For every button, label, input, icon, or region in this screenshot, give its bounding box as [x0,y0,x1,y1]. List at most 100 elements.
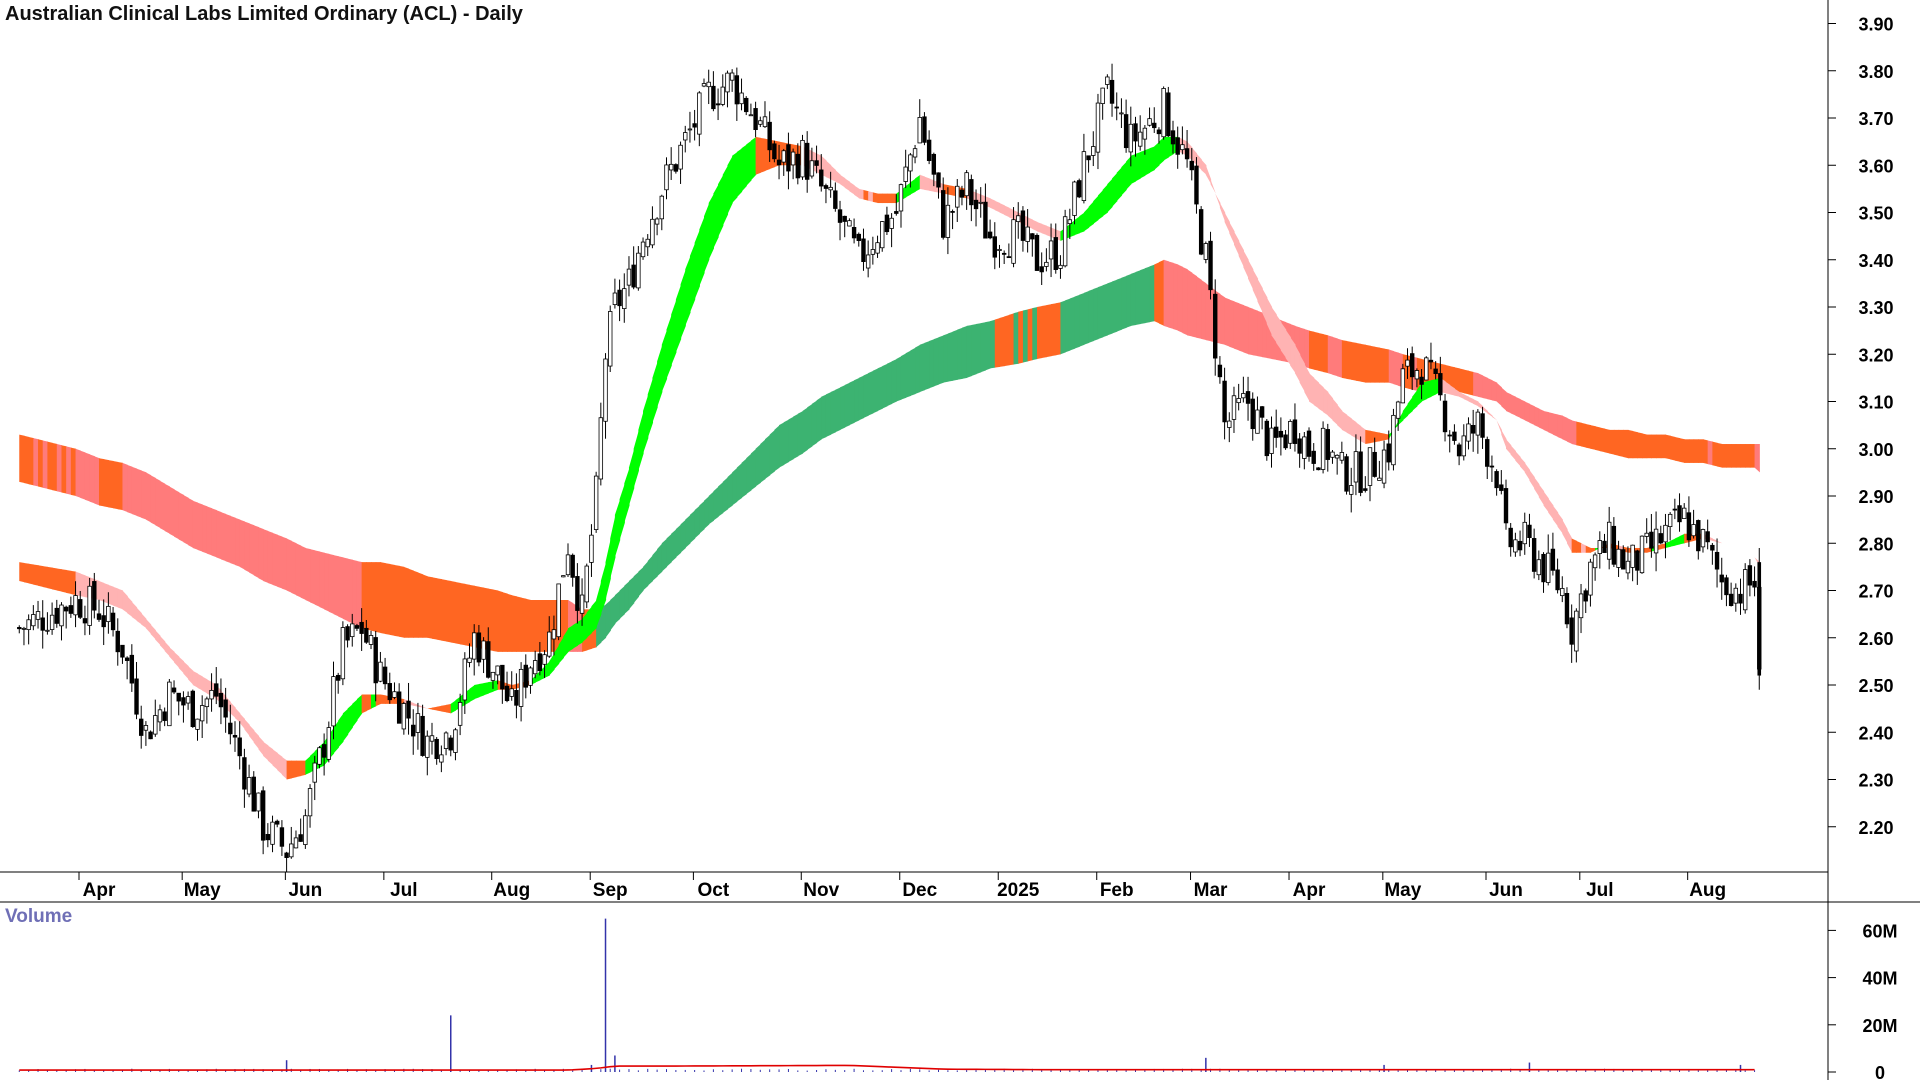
short-band-segment [666,314,672,379]
long-band-segment [1037,306,1043,359]
candle-body [720,86,725,105]
candle-body [579,594,585,614]
short-band-segment [23,562,30,584]
candle-body [1189,160,1194,171]
short-band-segment [253,730,260,750]
short-band-segment [1393,420,1399,430]
long-band-segment [507,593,513,652]
candle-body [828,186,833,191]
long-band-segment [666,533,672,567]
candle-body [1452,431,1457,441]
short-band-segment [600,562,607,615]
long-band-segment [52,442,58,492]
candle-body [246,777,252,795]
long-band-segment [356,560,363,629]
long-band-segment [1112,279,1118,334]
short-band-segment [164,641,170,657]
short-band-segment [661,329,668,393]
short-band-segment [1051,227,1057,239]
candle-body [148,731,153,740]
candle-body [776,159,782,166]
long-band-segment [1074,294,1080,349]
short-band-segment [99,581,105,602]
month-label: Oct [698,880,730,901]
long-band-segment [535,599,541,652]
short-band-segment [1552,505,1559,527]
candle-body [1522,521,1527,545]
long-band-segment [164,483,170,534]
long-band-segment [450,581,457,644]
long-band-segment [910,347,916,396]
long-band-segment [56,444,63,493]
long-band-segment [1562,415,1568,442]
long-band-segment [1365,344,1371,383]
long-band-segment [1609,429,1615,455]
candle-body [758,120,763,125]
long-band-segment [825,392,832,437]
long-band-segment [811,400,818,447]
candle-body [120,644,125,658]
candle-body [1625,560,1631,574]
long-band-segment [225,513,231,564]
long-band-segment [1102,283,1108,338]
candle-body [1733,587,1739,604]
candle-body [1667,513,1673,528]
short-band-segment [699,216,705,287]
short-band-segment [1027,217,1033,230]
long-band-segment [216,510,222,560]
candle-body [1447,434,1452,437]
long-band-segment [1548,412,1554,435]
long-band-segment [483,587,489,651]
long-band-segment [1083,290,1090,345]
short-band-segment [75,571,81,597]
long-band-segment [1219,294,1226,345]
candle-body [1170,130,1176,145]
candle-body [321,744,327,758]
short-band-segment [1416,382,1423,407]
candle-body [1161,88,1166,138]
candle-body [1508,527,1513,548]
candle-body [1597,540,1602,554]
long-band-segment [141,470,147,520]
candle-body [1325,429,1330,460]
short-band-segment [333,720,339,754]
candle-body [289,843,294,858]
long-band-segment [80,450,86,500]
candle-body [744,97,749,113]
price-tick-label: 2.60 [1858,629,1893,649]
short-band-segment [122,590,128,614]
long-band-segment [718,481,724,517]
long-band-segment [947,331,954,382]
short-band-segment [1407,396,1413,416]
short-band-segment [718,174,724,238]
long-band-segment [1341,340,1348,379]
long-band-segment [675,524,682,558]
short-band-segment [178,656,185,674]
candle-body [1367,447,1373,486]
candle-body [1344,456,1349,492]
long-band-segment [971,324,977,376]
long-band-segment [272,532,278,587]
long-band-segment [277,534,283,589]
candle-body [1053,237,1058,270]
long-band-segment [1116,277,1123,332]
short-band-segment [708,193,714,260]
candle-body [303,815,308,845]
long-band-segment [1482,375,1488,400]
short-band-segment [1421,381,1427,402]
candle-body [260,790,266,841]
candle-body [561,575,566,578]
long-band-segment [155,478,161,529]
long-band-segment [1510,394,1516,416]
long-band-segment [661,538,668,572]
short-band-segment [1290,337,1296,374]
short-band-segment [1294,344,1301,383]
candle-body [1184,148,1190,160]
short-band-segment [295,760,302,778]
long-band-segment [1355,342,1362,382]
candle-body [1030,233,1035,240]
candle-body [1123,114,1129,149]
candle-body [659,195,664,220]
candle-body [917,117,922,144]
month-label: Jun [288,880,322,901]
